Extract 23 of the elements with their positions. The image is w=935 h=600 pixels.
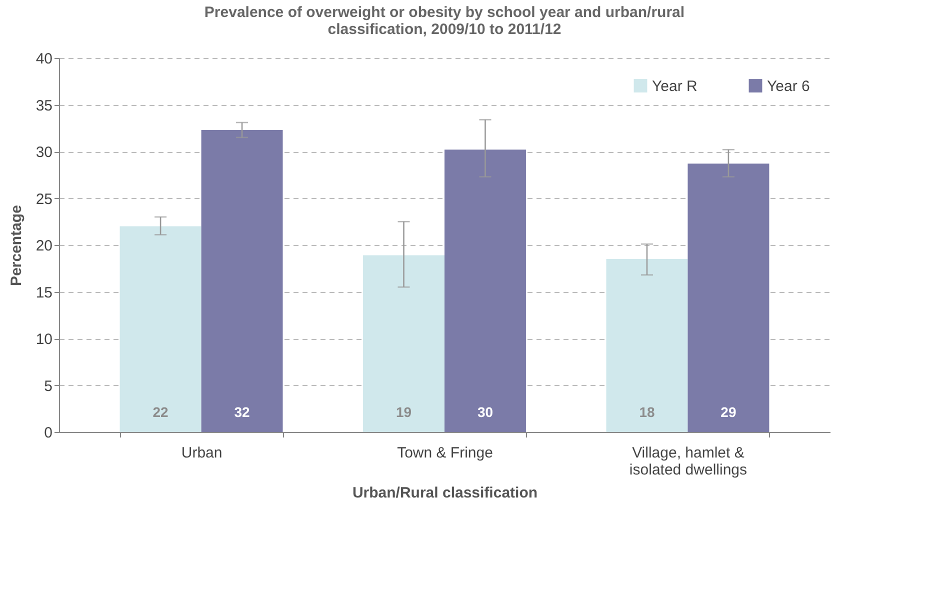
- x-tick-label: Village, hamlet & isolated dwellings: [629, 444, 748, 478]
- y-tick-label: 35: [36, 97, 52, 114]
- y-tick-label: 40: [36, 50, 52, 68]
- y-tick-label: 0: [44, 424, 52, 442]
- y-tick-label: 10: [36, 331, 52, 348]
- y-tick-label: 20: [36, 238, 52, 254]
- data-label: 18: [639, 404, 655, 420]
- y-tick-label: 25: [36, 190, 52, 208]
- x-tick-label: Urban: [181, 444, 222, 462]
- y-tick-label: 15: [36, 284, 52, 302]
- data-label: 22: [152, 404, 169, 420]
- x-axis-title: Urban/Rural classification: [352, 484, 538, 502]
- data-label: 32: [234, 404, 250, 420]
- legend-label: Year 6: [767, 78, 810, 95]
- data-label: 30: [477, 404, 494, 420]
- x-tick-label: Town & Fringe: [397, 444, 493, 462]
- data-label: 19: [396, 404, 412, 420]
- y-axis-title: Percentage: [8, 205, 25, 286]
- chart-title: Prevalence of overweight or obesity by school year and urban/rural classification, 2009/10 to 2011/12: [204, 4, 685, 38]
- legend-label: Year R: [652, 78, 698, 95]
- data-label: 29: [720, 404, 736, 420]
- y-tick-label: 30: [36, 144, 52, 161]
- y-tick-label: 5: [44, 378, 52, 395]
